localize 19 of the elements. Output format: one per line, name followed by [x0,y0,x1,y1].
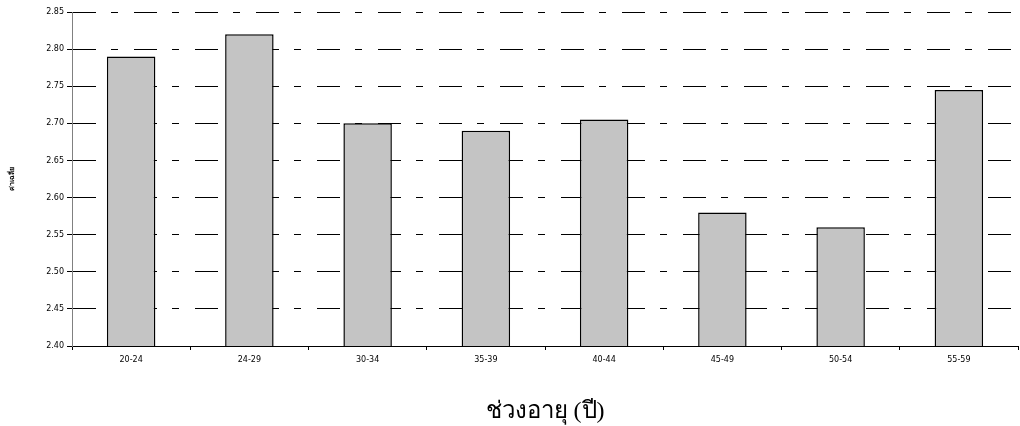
y-tick-label: 2.75 [46,81,64,91]
y-tick-label: 2.70 [46,118,64,128]
y-tick-label: 2.60 [46,192,64,202]
y-tick-label: 2.80 [46,44,64,54]
x-tick-label: 20-24 [119,354,143,364]
y-tick-label: 2.50 [46,266,64,276]
y-tick-label: 2.55 [46,229,64,239]
x-tick-label: 50-54 [829,354,853,364]
x-tick-label: 55-59 [947,354,971,364]
y-tick-label: 2.65 [46,155,64,165]
x-tick-label: 40-44 [592,354,616,364]
x-axis-title: ช่วงอายุ (ปี) [485,396,605,425]
x-tick-label: 35-39 [474,354,498,364]
x-tick-label: 30-34 [356,354,380,364]
y-tick-label: 2.85 [46,7,64,17]
x-tick-label: 24-29 [237,354,261,364]
x-tick-label: 45-49 [710,354,734,364]
y-tick-label: 2.40 [46,341,64,351]
y-tick-label: 2.45 [46,303,64,313]
